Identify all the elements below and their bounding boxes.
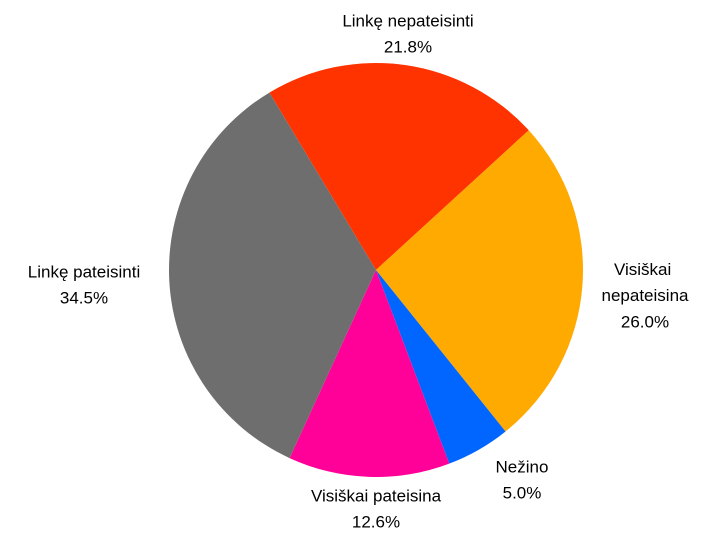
pie-slice — [269, 62, 529, 270]
slice-value-label: 12.6% — [352, 512, 400, 531]
slice-label: Nežino — [496, 457, 549, 476]
slice-value-label: 26.0% — [621, 312, 669, 331]
pie-slice — [169, 92, 376, 459]
slice-label: Linkę nepateisinti — [342, 11, 473, 30]
slice-label: Linkę pateisinti — [28, 262, 140, 281]
pie-slice — [376, 130, 583, 432]
slice-value-label: 34.5% — [60, 288, 108, 307]
pie-slice — [376, 270, 506, 464]
slice-value-label: 21.8% — [384, 37, 432, 56]
slice-label: Visiškai pateisina — [311, 486, 442, 505]
slice-value-label: 5.0% — [503, 483, 542, 502]
pie-slice — [289, 270, 450, 477]
slice-label: Visiškai nepateisina — [602, 260, 690, 305]
